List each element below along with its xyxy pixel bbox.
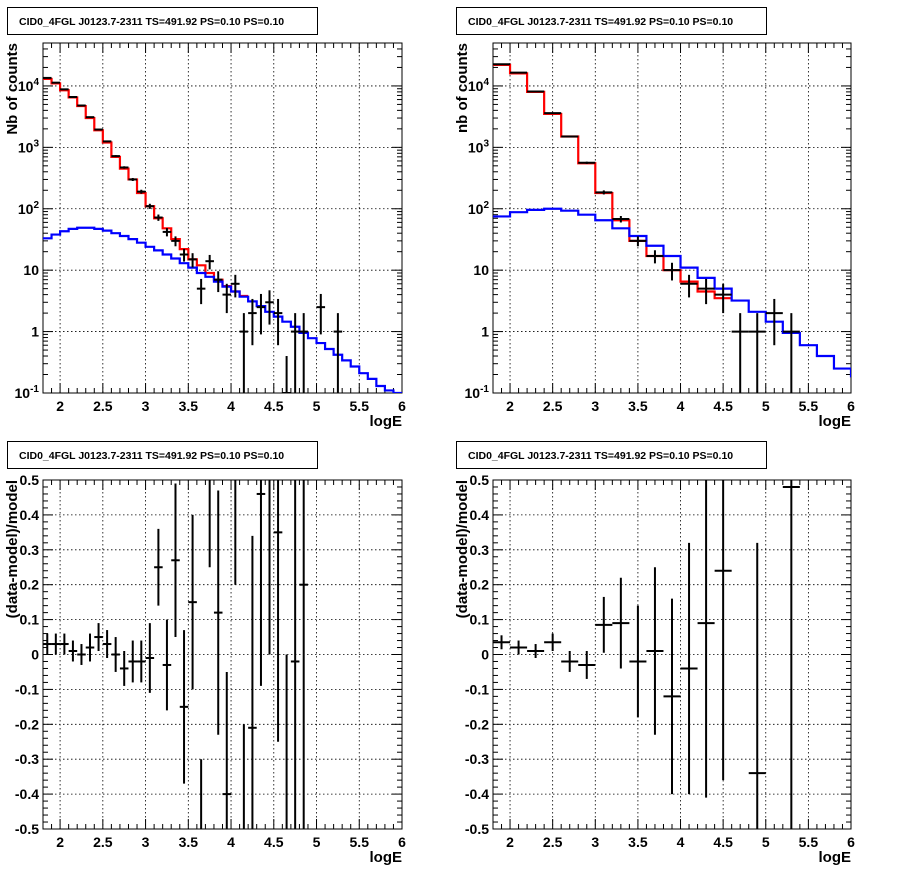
y-tick-label: 102 [468,200,490,217]
y-tick-label: -0.3 [465,751,489,767]
y-tick-label: 1 [31,324,39,340]
y-tick-label: 1 [481,324,489,340]
y-tick-label: 0.5 [20,472,40,488]
x-tick-label: 3 [142,398,150,414]
x-axis-label: logE [819,413,852,430]
y-tick-label: -0.5 [15,821,39,837]
x-tick-label: 5 [313,834,321,850]
y-tick-label: -0.1 [465,681,489,697]
x-tick-label: 5.5 [350,398,370,414]
x-tick-label: 6 [398,398,406,414]
x-tick-label: 5 [762,834,770,850]
y-tick-label: 103 [468,138,490,155]
y-tick-label: 0.4 [20,507,40,523]
x-tick-label: 3.5 [628,834,648,850]
x-tick-label: 2 [56,398,64,414]
y-axis-label: (data-model)/model [454,480,471,618]
chart-panel-1: CID0_4FGL J0123.7-2311 TS=491.92 PS=0.10… [4,7,406,430]
y-tick-label: 0 [31,647,39,663]
x-axis-label: logE [370,413,403,430]
y-tick-label: 0.2 [470,577,490,593]
y-axis-label: nb of counts [454,43,471,133]
series-background-line [43,226,402,393]
y-tick-label: -0.4 [15,786,39,802]
y-tick-label: -0.3 [15,751,39,767]
y-tick-label: 0.3 [20,542,40,558]
x-tick-label: 2.5 [93,398,113,414]
chart-title: CID0_4FGL J0123.7-2311 TS=491.92 PS=0.10… [19,450,284,462]
y-tick-label: -0.4 [465,786,489,802]
plot-area [493,63,851,393]
title-box [456,441,767,469]
y-tick-label: 0.1 [20,612,40,628]
y-tick-label: 10 [473,262,489,278]
series-background-line [493,207,851,378]
x-axis-label: logE [370,849,403,866]
x-tick-label: 3.5 [179,834,199,850]
x-tick-label: 2.5 [93,834,113,850]
x-tick-label: 6 [847,398,855,414]
x-tick-label: 4.5 [713,834,733,850]
chart-panel-4: CID0_4FGL J0123.7-2311 TS=491.92 PS=0.10… [454,441,855,866]
x-tick-label: 4.5 [713,398,733,414]
x-tick-label: 5 [313,398,321,414]
y-tick-label: 0.2 [20,577,40,593]
x-tick-label: 6 [398,834,406,850]
x-tick-label: 2 [506,398,514,414]
y-tick-label: 0.3 [470,542,490,558]
x-tick-label: 5.5 [350,834,370,850]
y-tick-label: 102 [18,200,40,217]
x-tick-label: 4 [677,834,685,850]
y-tick-label: 0.4 [470,507,490,523]
x-tick-label: 4.5 [264,398,284,414]
y-tick-label: 104 [468,77,490,94]
x-tick-label: 6 [847,834,855,850]
chart-title: CID0_4FGL J0123.7-2311 TS=491.92 PS=0.10… [19,16,284,28]
y-axis-label: Nb of counts [4,43,21,135]
x-tick-label: 3 [142,834,150,850]
y-axis-label: (data-model)/model [4,480,21,618]
plot-area [43,76,402,393]
x-tick-label: 3.5 [179,398,199,414]
chart-panel-3: CID0_4FGL J0123.7-2311 TS=491.92 PS=0.10… [4,441,406,866]
y-tick-label: 0.1 [470,612,490,628]
x-tick-label: 4.5 [264,834,284,850]
x-axis-label: logE [819,849,852,866]
y-tick-label: -0.2 [465,716,489,732]
chart-title: CID0_4FGL J0123.7-2311 TS=491.92 PS=0.10… [468,16,733,28]
x-tick-label: 2 [56,834,64,850]
x-tick-label: 4 [227,398,235,414]
plot-area [43,480,308,829]
x-tick-label: 4 [227,834,235,850]
y-tick-label: 10 [23,262,39,278]
y-tick-label: -0.1 [15,681,39,697]
chart-title: CID0_4FGL J0123.7-2311 TS=491.92 PS=0.10… [468,450,733,462]
plot-area [493,480,800,829]
y-tick-label: -0.5 [465,821,489,837]
x-tick-label: 5.5 [799,834,819,850]
x-tick-label: 5 [762,398,770,414]
x-tick-label: 3 [591,398,599,414]
x-tick-label: 2.5 [543,398,563,414]
title-box [7,441,318,469]
y-tick-label: 0.5 [470,472,490,488]
y-tick-label: 103 [18,138,40,155]
title-box [7,7,318,35]
y-tick-label: 0 [481,647,489,663]
y-tick-label: 10-1 [465,384,490,401]
chart-panel-2: CID0_4FGL J0123.7-2311 TS=491.92 PS=0.10… [454,7,855,430]
y-tick-label: -0.2 [15,716,39,732]
y-tick-label: 10-1 [15,384,40,401]
x-tick-label: 4 [677,398,685,414]
x-tick-label: 3 [591,834,599,850]
x-tick-label: 2 [506,834,514,850]
title-box [456,7,767,35]
y-tick-label: 104 [18,77,40,94]
x-tick-label: 5.5 [799,398,819,414]
x-tick-label: 3.5 [628,398,648,414]
x-tick-label: 2.5 [543,834,563,850]
